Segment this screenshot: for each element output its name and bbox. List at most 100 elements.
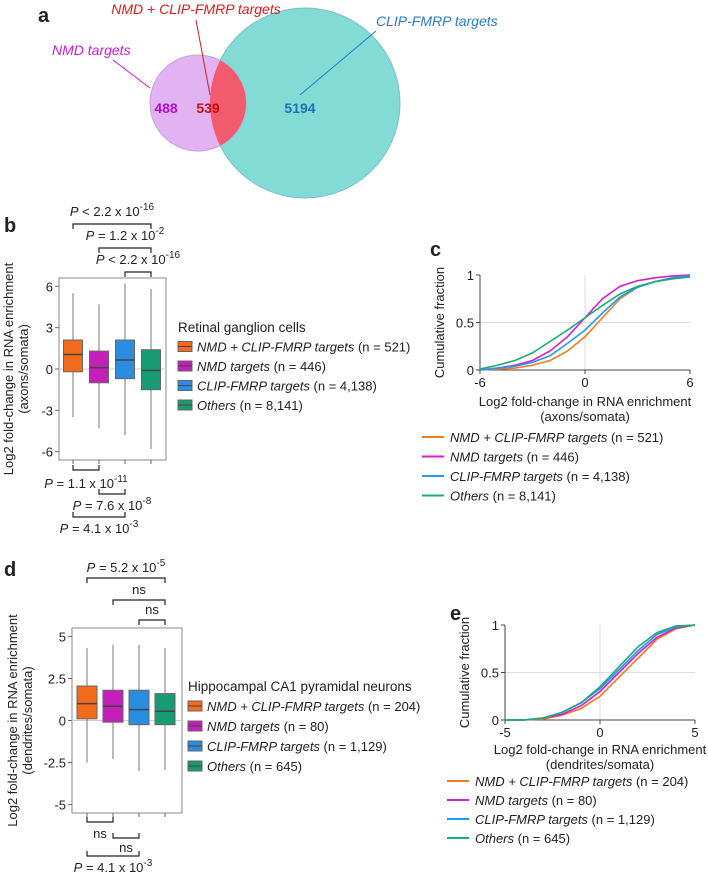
legend-count: (n = 204): [364, 699, 420, 714]
legend-name: Others: [475, 831, 515, 846]
legend-count: (n = 645): [514, 831, 570, 846]
legend-count: (n = 645): [246, 759, 302, 774]
p-value-label: P = 4.1 x 10-3: [74, 858, 153, 875]
p-value-text: < 2.2 x 10: [79, 204, 140, 219]
legend-count: (n = 80): [548, 793, 597, 808]
p-value-exponent: -16: [140, 202, 155, 213]
legend-count: (n = 521): [607, 430, 663, 445]
legend-count: (n = 8,141): [236, 398, 303, 413]
y-tick-label: -6: [41, 445, 53, 460]
box-0: [76, 685, 98, 720]
venn-count-clip: 5194: [284, 100, 315, 116]
significance-bracket: [86, 817, 114, 823]
p-value-exponent: -2: [155, 226, 164, 237]
venn-count-both: 539: [196, 100, 220, 116]
p-value-text: ns: [132, 582, 146, 597]
y-tick-label: 0: [467, 363, 474, 378]
legend-item: Others (n = 645): [207, 759, 302, 774]
cdf-line-3: [479, 276, 691, 370]
p-value-text: ns: [119, 840, 133, 855]
legend-count: (n = 4,138): [310, 379, 377, 394]
significance-bracket: [72, 223, 152, 229]
legend-name: NMD + CLIP-FMRP targets: [207, 699, 365, 714]
p-value-label: P = 5.2 x 10-5: [87, 558, 166, 575]
p-value-label: P = 1.1 x 10-11: [44, 474, 128, 491]
p-value-text: ns: [93, 826, 107, 841]
x-axis-label-line: Log2 fold-change in RNA enrichment: [494, 742, 707, 757]
leader-clip: [299, 30, 377, 96]
legend-item: CLIP-FMRP targets (n = 4,138): [197, 379, 377, 394]
y-axis-label-line: Log2 fold-change in RNA enrichment: [1, 262, 16, 475]
venn-label-both: NMD + CLIP-FMRP targets: [111, 1, 280, 17]
venn-label-clip: CLIP-FMRP targets: [376, 13, 498, 29]
legend-name: Others: [197, 398, 237, 413]
legend-name: Others: [450, 489, 490, 504]
legend-item: NMD targets (n = 446): [197, 359, 326, 374]
x-axis-label-line: Log2 fold-change in RNA enrichment: [479, 394, 692, 409]
p-value-exponent: -3: [129, 519, 138, 530]
p-value-exponent: -16: [166, 250, 181, 261]
legend-name: CLIP-FMRP targets: [450, 469, 563, 484]
legend-item: NMD targets (n = 80): [475, 793, 597, 808]
y-tick-label: 0.5: [481, 666, 499, 681]
p-symbol: P: [74, 860, 83, 875]
x-tick-label: 5: [691, 725, 698, 740]
y-tick-label: 1: [492, 618, 499, 633]
p-value-text: = 1.1 x 10: [53, 476, 114, 491]
legend-name: NMD targets: [450, 450, 523, 465]
significance-bracket: [98, 489, 126, 495]
panel-label-c: c: [430, 239, 441, 261]
legend-item: NMD + CLIP-FMRP targets (n = 204): [475, 774, 688, 789]
significance-bracket: [124, 271, 152, 277]
legend-name: NMD targets: [197, 359, 270, 374]
venn-count-nmd: 488: [154, 100, 178, 116]
legend-count: (n = 8,141): [489, 489, 556, 504]
venn-diagram: NMD targets NMD + CLIP-FMRP targets CLIP…: [52, 1, 498, 199]
significance-bracket: [86, 851, 140, 857]
leader-both: [195, 19, 211, 96]
y-tick-label: -3: [41, 403, 53, 418]
y-tick-label: 2.5: [48, 671, 66, 686]
p-symbol: P: [96, 252, 105, 267]
legend-count: (n = 1,129): [320, 739, 387, 754]
venn-intersection: [210, 55, 246, 151]
y-axis-label: Cumulative fraction: [432, 267, 447, 378]
legend-count: (n = 521): [354, 340, 410, 355]
p-value-label: ns: [119, 840, 133, 855]
legend-item: NMD + CLIP-FMRP targets (n = 521): [197, 340, 410, 355]
legend-item: CLIP-FMRP targets (n = 1,129): [475, 812, 655, 827]
significance-bracket: [72, 465, 100, 471]
significance-bracket: [98, 247, 152, 253]
y-tick-label: 0: [46, 362, 53, 377]
p-value-exponent: -11: [114, 474, 128, 485]
significance-bracket: [112, 599, 166, 605]
p-value-label: ns: [132, 582, 146, 597]
legend-item: NMD targets (n = 80): [207, 719, 329, 734]
y-axis-label: Cumulative fraction: [457, 617, 472, 728]
y-axis-label-line: (axons/somata): [16, 324, 31, 414]
p-value-label: P < 2.2 x 10-16: [70, 202, 155, 219]
x-tick-label: -5: [499, 725, 511, 740]
p-symbol: P: [70, 204, 79, 219]
y-axis-label: Log2 fold-change in RNA enrichment(dendr…: [5, 614, 35, 827]
significance-bracket: [138, 619, 166, 625]
legend-count: (n = 446): [270, 359, 326, 374]
significance-bracket: [72, 512, 126, 518]
panel-label-a: a: [38, 5, 50, 27]
p-value-exponent: -3: [143, 858, 152, 869]
x-axis-label-line: (dendrites/somata): [546, 757, 654, 772]
p-symbol: P: [73, 498, 82, 513]
boxplot-panel-d: 5 2.5 0 -2.5 -5 Log2 fold-change in RNA enric…: [5, 558, 420, 875]
p-value-label: P = 1.2 x 10-2: [86, 226, 165, 243]
legend-name: NMD + CLIP-FMRP targets: [197, 340, 355, 355]
cdf-line-3: [505, 624, 696, 721]
legend-title: Retinal ganglion cells: [178, 320, 306, 335]
p-value-text: < 2.2 x 10: [105, 252, 166, 267]
p-value-label: ns: [93, 826, 107, 841]
y-axis-label-line: Log2 fold-change in RNA enrichment: [5, 614, 20, 827]
legend-count: (n = 446): [523, 450, 579, 465]
significance-bracket: [86, 577, 166, 583]
legend-item: Others (n = 645): [475, 831, 570, 846]
